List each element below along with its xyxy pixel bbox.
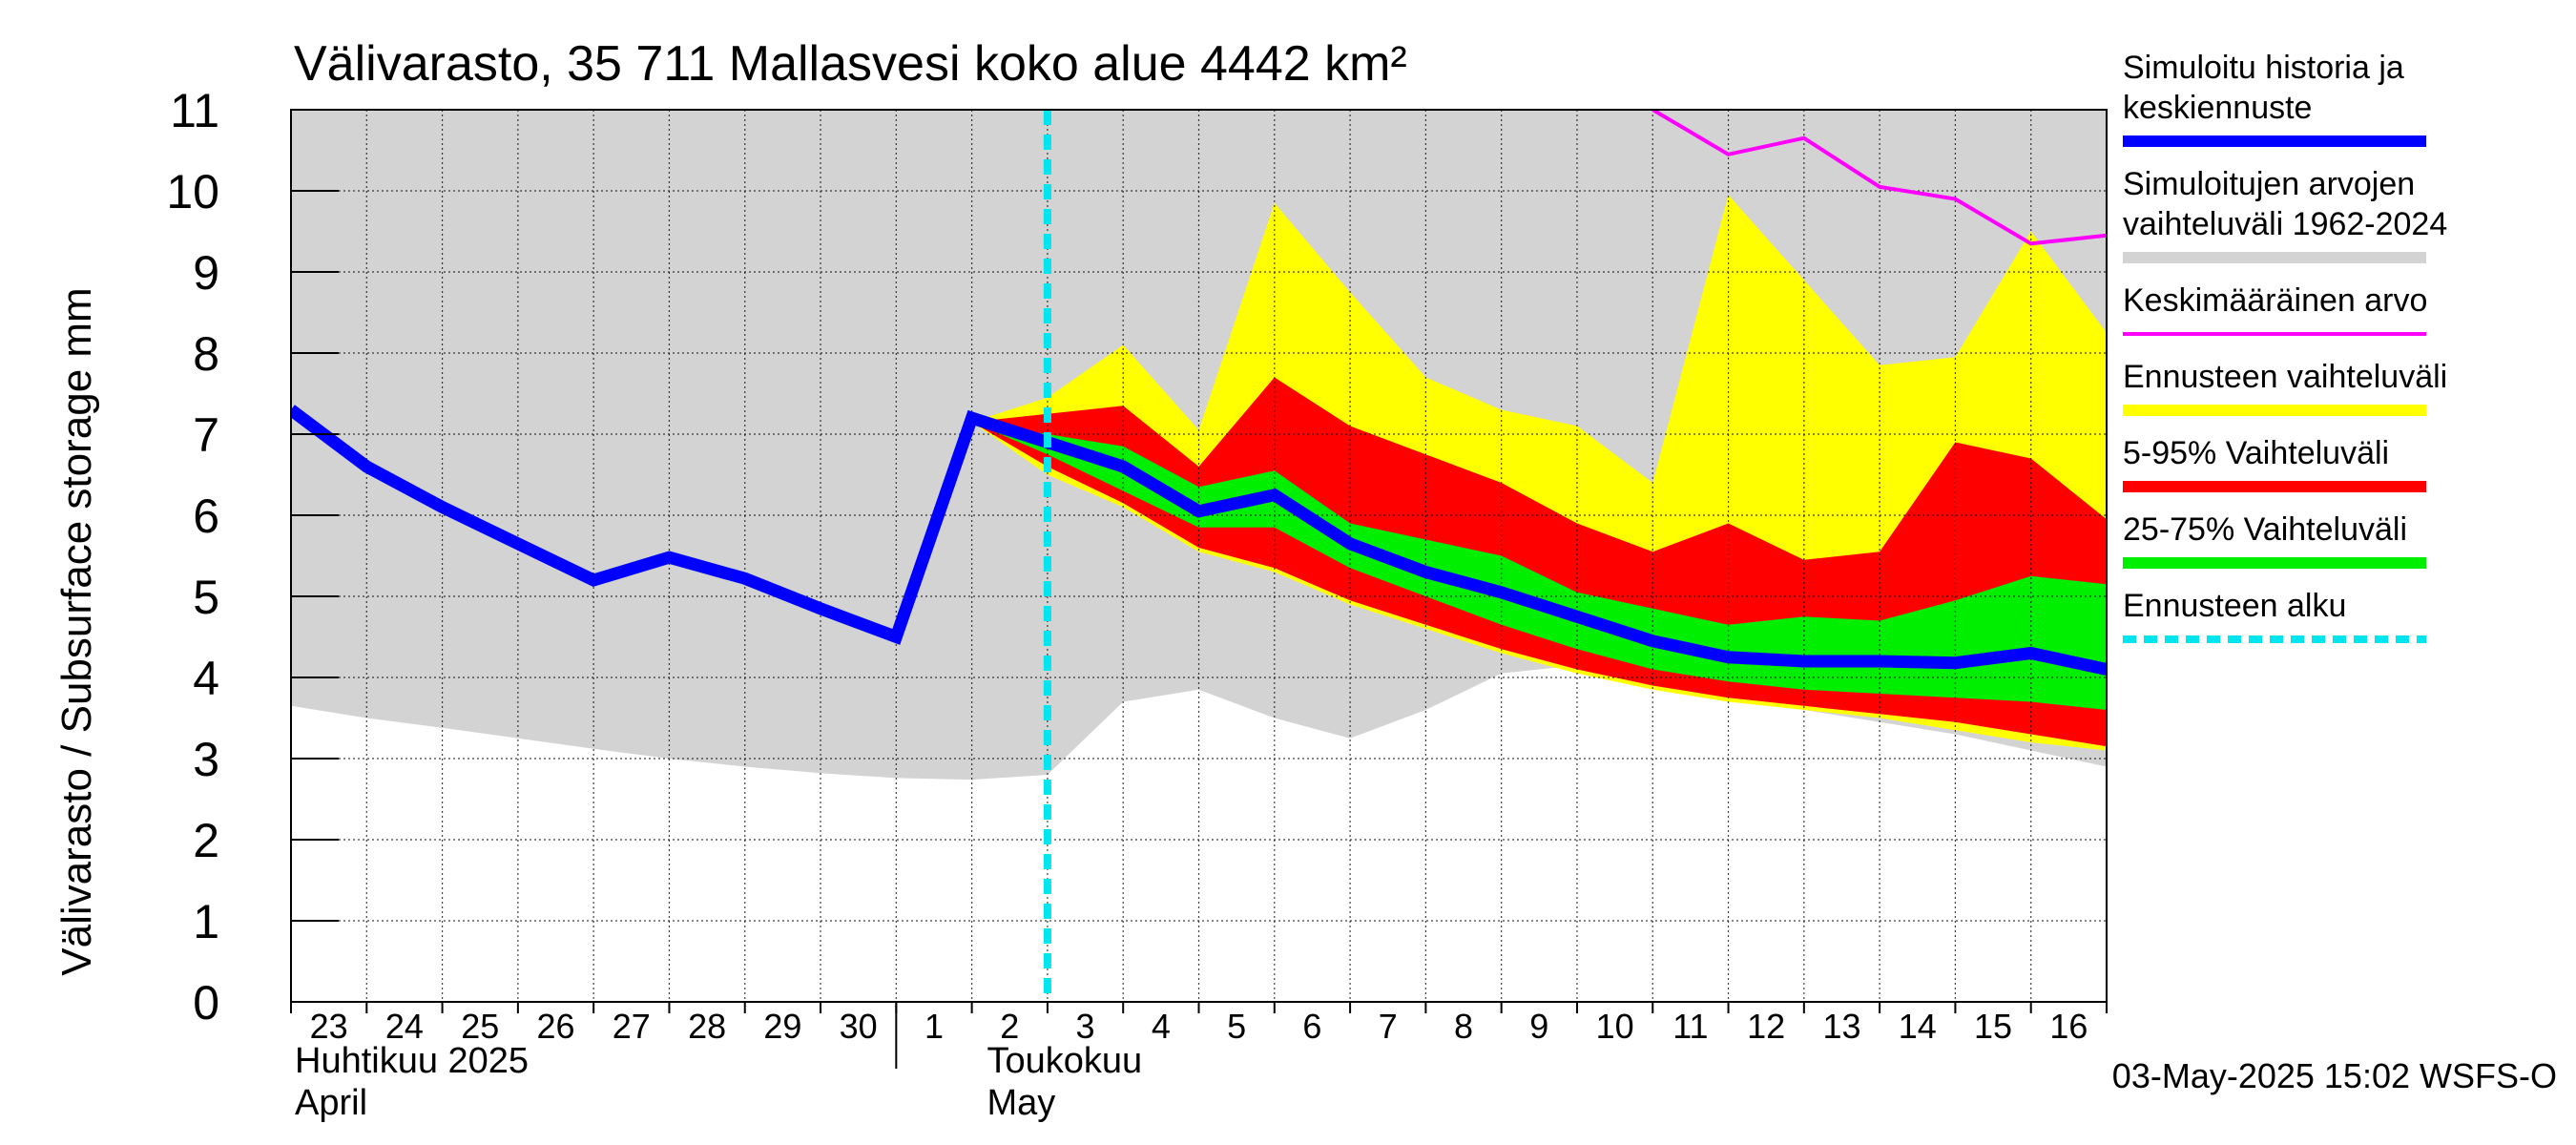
- legend-label: 5-95% Vaihteluväli: [2123, 435, 2389, 471]
- y-tick-label: 4: [193, 652, 219, 705]
- x-tick-label: 10: [1596, 1007, 1634, 1046]
- x-tick-label: 14: [1899, 1007, 1937, 1046]
- legend-label: Simuloitujen arvojen: [2123, 166, 2415, 202]
- x-tick-label: 5: [1227, 1007, 1246, 1046]
- x-tick-label: 13: [1822, 1007, 1860, 1046]
- month-label-fi: Toukokuu: [987, 1041, 1142, 1081]
- legend-label: Ennusteen vaihteluväli: [2123, 359, 2447, 395]
- legend-label: Ennusteen alku: [2123, 588, 2346, 624]
- x-tick-label: 24: [385, 1007, 424, 1046]
- legend-label: Keskimääräinen arvo: [2123, 282, 2427, 319]
- chart-title: Välivarasto, 35 711 Mallasvesi koko alue…: [294, 36, 1407, 92]
- grid-lines: [291, 110, 2107, 1002]
- x-tick-label: 30: [840, 1007, 878, 1046]
- x-tick-label: 29: [763, 1007, 801, 1046]
- x-tick-label: 23: [310, 1007, 348, 1046]
- x-tick-label: 15: [1974, 1007, 2012, 1046]
- legend-label: vaihteluväli 1962-2024: [2123, 206, 2447, 242]
- x-tick-label: 2: [1000, 1007, 1019, 1046]
- x-tick-label: 11: [1672, 1007, 1708, 1046]
- y-tick-label: 11: [170, 84, 219, 137]
- x-tick-label: 1: [924, 1007, 944, 1046]
- legend-label: keskiennuste: [2123, 90, 2312, 126]
- y-axis-label: Välivarasto / Subsurface storage mm: [53, 287, 100, 975]
- x-tick-label: 8: [1454, 1007, 1473, 1046]
- month-label-en: May: [987, 1083, 1055, 1123]
- x-tick-label: 9: [1529, 1007, 1548, 1046]
- legend-label: 25-75% Vaihteluväli: [2123, 511, 2407, 548]
- y-tick-label: 2: [193, 814, 219, 867]
- legend: Simuloitu historia ja keskiennuste Simuloi…: [2123, 50, 2447, 643]
- month-label-fi: Huhtikuu 2025: [295, 1041, 529, 1081]
- plot-area: [291, 110, 2107, 1002]
- y-tick-label: 9: [193, 246, 219, 300]
- y-tick-label: 6: [193, 489, 219, 543]
- x-tick-label: 25: [461, 1007, 499, 1046]
- x-tick-label: 26: [536, 1007, 574, 1046]
- legend-label: Simuloitu historia ja: [2123, 50, 2404, 86]
- y-tick-label: 10: [166, 165, 219, 219]
- x-tick-label: 12: [1747, 1007, 1785, 1046]
- x-tick-label: 7: [1379, 1007, 1398, 1046]
- series-line-keskim-r-inen-arvo: [1652, 110, 2107, 246]
- footer-timestamp: 03-May-2025 15:02 WSFS-O: [2112, 1056, 2557, 1095]
- y-tick-label: 1: [193, 895, 219, 948]
- y-tick-label: 3: [193, 733, 219, 786]
- y-tick-label: 5: [193, 571, 219, 624]
- x-tick-label: 4: [1152, 1007, 1171, 1046]
- x-tick-label: 16: [2049, 1007, 2088, 1046]
- x-tick-label: 27: [613, 1007, 651, 1046]
- plot-content: [291, 110, 2107, 1002]
- x-tick-label: 6: [1302, 1007, 1321, 1046]
- month-label-en: April: [295, 1083, 367, 1123]
- y-tick-label: 8: [193, 327, 219, 381]
- y-tick-label: 7: [193, 408, 219, 462]
- series-line-simuloitu-historia-ja-keskiennuste: [291, 405, 2107, 676]
- y-tick-label: 0: [193, 976, 219, 1030]
- x-tick-label: 3: [1076, 1007, 1095, 1046]
- x-tick-label: 28: [688, 1007, 726, 1046]
